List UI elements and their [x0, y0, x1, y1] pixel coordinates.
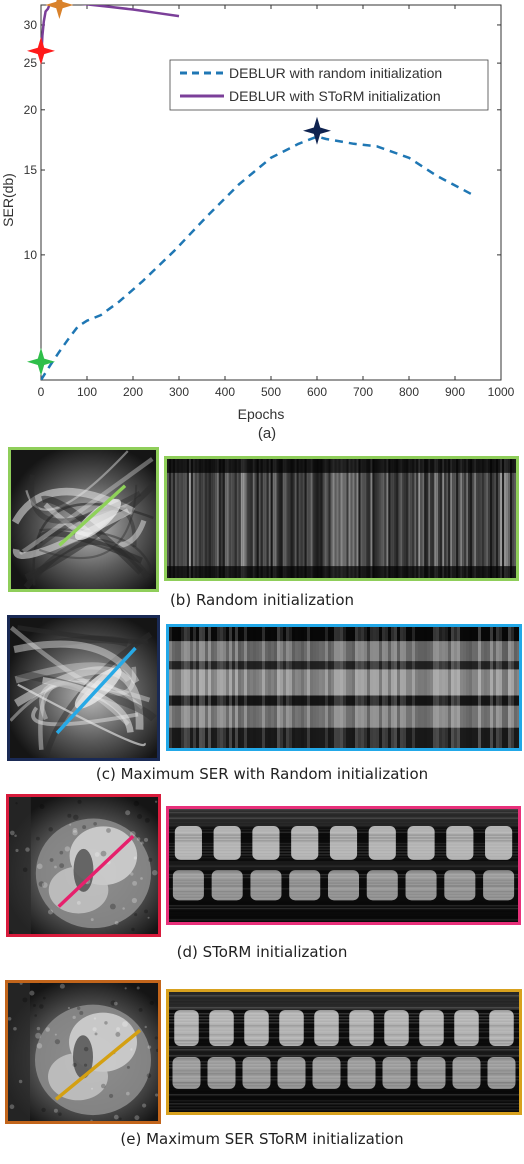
- panel-b-caption: (b) Random initialization: [169, 591, 355, 609]
- panel-c: (c) Maximum SER with Random initializati…: [0, 615, 524, 790]
- x-tick-label: 800: [399, 385, 419, 399]
- mri-frame-icon: [10, 618, 157, 758]
- mri-frame-icon: [9, 797, 158, 934]
- panel-d: (d) SToRM initialization: [0, 793, 524, 968]
- panel-e-caption: (e) Maximum SER SToRM initialization: [120, 1130, 404, 1148]
- panel-e-time-profile: [166, 989, 522, 1115]
- time-profile-icon: [169, 992, 519, 1112]
- mri-frame-icon: [11, 450, 156, 589]
- y-tick-label: 30: [24, 18, 38, 32]
- x-axis-label: Epochs: [238, 406, 285, 422]
- panel-d-frame-image: [6, 794, 161, 937]
- legend-label-random: DEBLUR with random initialization: [229, 65, 442, 81]
- panel-c-frame-image: [7, 615, 160, 761]
- x-tick-label: 400: [215, 385, 235, 399]
- ser-line-chart: 0 100 200 300 400 500 600 700 800 900 1000 10 15 20 2…: [0, 0, 515, 442]
- x-tick-label: 300: [169, 385, 189, 399]
- x-tick-label: 0: [38, 385, 45, 399]
- panel-b-frame-image: [8, 447, 159, 592]
- legend-label-storm: DEBLUR with SToRM initialization: [229, 88, 441, 104]
- legend: DEBLUR with random initialization DEBLUR…: [169, 59, 489, 111]
- panel-b-time-profile: [164, 456, 519, 581]
- profile-line: [57, 834, 135, 908]
- y-tick-label: 20: [24, 103, 38, 117]
- x-tick-label: 100: [77, 385, 97, 399]
- panel-c-caption: (c) Maximum SER with Random initializati…: [95, 765, 429, 783]
- x-tick-label: 1000: [488, 385, 515, 399]
- profile-line: [54, 1028, 142, 1101]
- x-tick-label: 500: [261, 385, 281, 399]
- time-profile-icon: [169, 809, 518, 922]
- panel-c-time-profile: [166, 624, 522, 751]
- panel-d-time-profile: [166, 806, 521, 925]
- star-marker: [45, 0, 74, 19]
- x-tick-label: 700: [353, 385, 373, 399]
- series-line-storm: [41, 5, 180, 62]
- panel-e-frame-image: [5, 980, 161, 1124]
- panel-e: (e) Maximum SER SToRM initialization: [0, 980, 524, 1164]
- y-axis-ticks: 10 15 20 25 30: [24, 18, 501, 262]
- x-axis-ticks: 0 100 200 300 400 500 600 700 800 900 1000: [38, 5, 515, 399]
- series-line-random: [41, 135, 474, 380]
- series-layer: [41, 5, 474, 380]
- time-profile-icon: [167, 459, 516, 578]
- panel-d-caption: (d) SToRM initialization: [176, 943, 348, 961]
- chart-panel-label: (a): [258, 425, 276, 442]
- y-tick-label: 25: [24, 56, 38, 70]
- legend-box: [169, 59, 489, 111]
- profile-line: [55, 646, 137, 735]
- star-marker: [303, 116, 331, 145]
- marker-layer: [27, 0, 331, 376]
- x-tick-label: 900: [445, 385, 465, 399]
- y-tick-label: 15: [24, 163, 38, 177]
- profile-line: [58, 484, 127, 547]
- y-axis-label: SER(db): [0, 173, 16, 227]
- x-tick-label: 600: [307, 385, 327, 399]
- y-tick-label: 10: [24, 248, 38, 262]
- mri-frame-icon: [8, 983, 158, 1121]
- star-marker: [27, 36, 55, 65]
- panel-b: (b) Random initialization: [0, 447, 524, 617]
- x-tick-label: 200: [123, 385, 143, 399]
- star-marker: [27, 347, 55, 376]
- time-profile-icon: [169, 627, 519, 748]
